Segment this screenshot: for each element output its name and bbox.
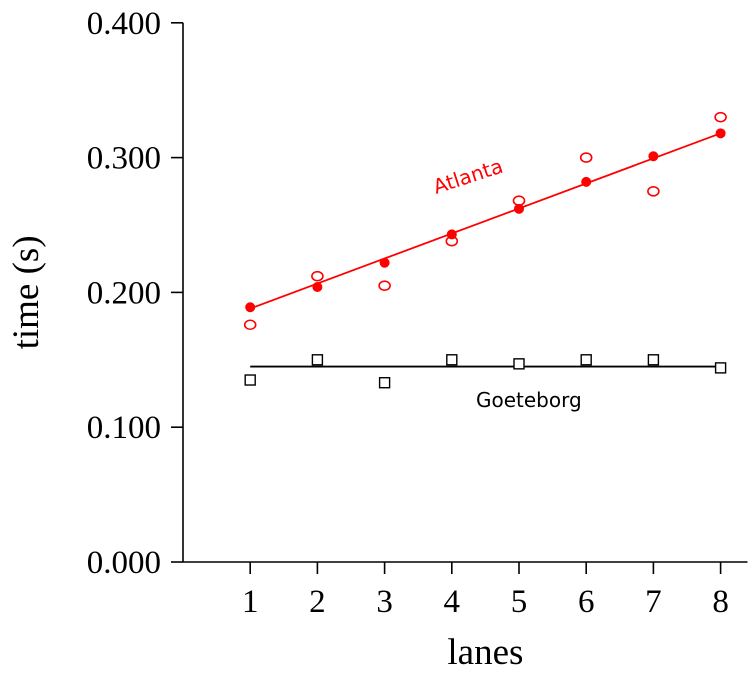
x-tick-label: 2 <box>309 584 326 620</box>
data-point <box>446 354 458 366</box>
data-point <box>378 377 391 389</box>
x-tick-label: 7 <box>645 584 662 620</box>
x-tick-label: 5 <box>511 584 528 620</box>
x-tick-label: 4 <box>444 584 461 620</box>
data-point <box>580 354 592 366</box>
series-label-goeteborg: Goeteborg <box>476 388 582 412</box>
x-tick-label: 8 <box>712 584 729 620</box>
data-point <box>445 235 459 247</box>
y-tick-label: 0.000 <box>87 545 161 581</box>
plot-area <box>243 111 727 389</box>
x-tick-label: 6 <box>578 584 595 620</box>
y-tick-label: 0.300 <box>87 141 161 177</box>
y-tick-label: 0.400 <box>87 6 161 42</box>
fit-point <box>581 176 592 187</box>
data-point <box>311 354 324 366</box>
axes: 0.000 0.100 0.200 0.300 0.400 1 2 3 4 5 6 7 8 <box>87 6 748 620</box>
y-tick-label: 0.100 <box>87 410 161 446</box>
data-point <box>244 374 256 386</box>
data-point <box>243 319 257 331</box>
data-point <box>378 280 391 291</box>
x-tick-label: 3 <box>376 584 393 620</box>
fit-point <box>379 257 390 268</box>
fit-point <box>715 128 726 139</box>
data-point <box>579 152 593 163</box>
data-point <box>513 358 525 370</box>
data-point <box>714 111 727 123</box>
y-tick-label: 0.200 <box>87 275 161 311</box>
data-point <box>647 354 660 366</box>
fit-line-atlanta <box>249 132 721 310</box>
fit-point <box>514 203 524 214</box>
data-point <box>714 362 727 374</box>
series-label-atlanta: Atlanta <box>430 154 506 199</box>
data-point <box>311 270 324 282</box>
x-tick-label: 1 <box>242 584 259 620</box>
x-axis-title: lanes <box>447 632 523 673</box>
fit-point <box>312 282 323 293</box>
data-point <box>647 186 660 197</box>
fit-point <box>648 151 659 162</box>
data-point <box>512 195 526 207</box>
y-axis-title: time (s) <box>6 235 47 349</box>
fit-point <box>245 302 256 313</box>
